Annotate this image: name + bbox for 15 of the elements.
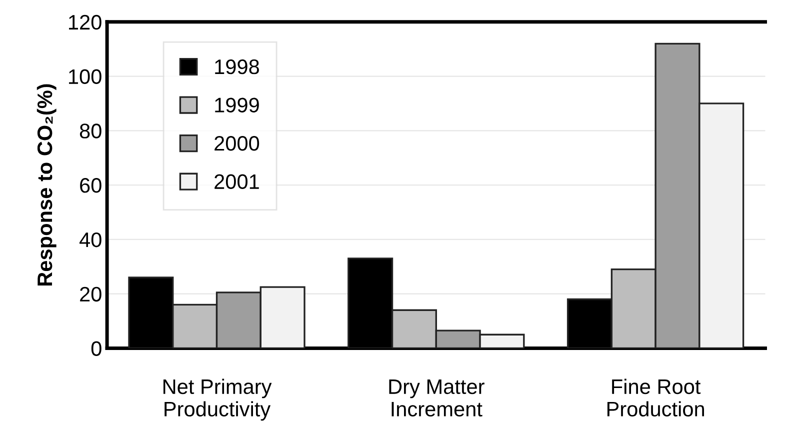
x-tick-label: Dry Matter Increment bbox=[389, 380, 484, 417]
y-tick-label: 120 bbox=[69, 14, 102, 30]
y-axis-title: Response to CO₂(%) bbox=[36, 84, 56, 286]
y-tick-label: 0 bbox=[91, 341, 102, 356]
legend-label: 2000 bbox=[214, 136, 260, 151]
x-tick-label: Fine Root Production bbox=[607, 378, 704, 417]
y-tick-label: 100 bbox=[69, 69, 102, 84]
y-tick-label: 40 bbox=[80, 232, 102, 248]
y-tick-label: 80 bbox=[80, 124, 102, 138]
legend-label: 1999 bbox=[215, 98, 259, 112]
y-tick-label: 60 bbox=[80, 178, 102, 193]
x-tick-label: Net Primary Productivity bbox=[163, 378, 272, 421]
legend-label: 2001 bbox=[214, 174, 259, 190]
y-tick-label: 20 bbox=[80, 286, 102, 302]
legend-label: 1998 bbox=[215, 59, 259, 74]
